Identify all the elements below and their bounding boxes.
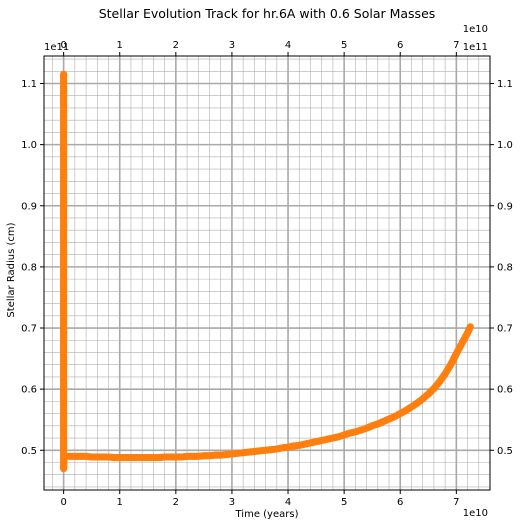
x-tick-label-top: 2 xyxy=(173,40,179,51)
x-tick-label-bottom: 5 xyxy=(341,497,347,508)
y-offset-label-right: 1e11 xyxy=(463,42,488,53)
y-tick-label-left: 0.6 xyxy=(21,385,37,396)
y-tick-label-left: 0.7 xyxy=(21,324,37,335)
x-tick-label-top: 5 xyxy=(341,40,347,51)
axis-ticks: 0 0 1 1 2 2 3 3 4 4 5 5 6 6 7 7 0.5 0.5 0.6 0.6 0.7 0.7 0.8 0.8… xyxy=(21,40,513,508)
x-tick-label-bottom: 6 xyxy=(397,497,403,508)
x-tick-label-bottom: 2 xyxy=(173,497,179,508)
chart-title: Stellar Evolution Track for hr.6A with 0… xyxy=(99,6,436,21)
x-tick-label-top: 6 xyxy=(397,40,403,51)
x-tick-label-bottom: 3 xyxy=(229,497,235,508)
x-offset-label-top: 1e10 xyxy=(463,24,488,35)
y-offset-label-left: 1e11 xyxy=(44,42,69,53)
y-tick-label-right: 0.8 xyxy=(497,262,513,273)
data-point xyxy=(466,323,474,331)
y-tick-label-left: 0.8 xyxy=(21,262,37,273)
y-tick-label-right: 0.6 xyxy=(497,385,513,396)
x-tick-label-bottom: 4 xyxy=(285,497,291,508)
x-axis-label: Time (years) xyxy=(235,509,299,520)
x-tick-label-top: 0 xyxy=(60,40,66,51)
x-tick-label-top: 3 xyxy=(229,40,235,51)
x-tick-label-bottom: 7 xyxy=(453,497,459,508)
y-tick-label-right: 0.9 xyxy=(497,201,513,212)
y-tick-label-left: 1.1 xyxy=(21,79,37,90)
x-tick-label-top: 4 xyxy=(285,40,291,51)
y-tick-label-left: 1.0 xyxy=(21,140,37,151)
y-axis-label: Stellar Radius (cm) xyxy=(6,222,17,317)
y-tick-label-right: 0.7 xyxy=(497,324,513,335)
data-series xyxy=(60,70,474,473)
y-tick-label-left: 0.5 xyxy=(21,446,37,457)
x-tick-label-bottom: 1 xyxy=(117,497,123,508)
x-tick-label-bottom: 0 xyxy=(60,497,66,508)
y-tick-label-left: 0.9 xyxy=(21,201,37,212)
y-tick-label-right: 1.0 xyxy=(497,140,513,151)
plot-frame xyxy=(43,55,491,491)
y-tick-label-right: 1.1 xyxy=(497,79,513,90)
x-offset-label-bottom: 1e10 xyxy=(463,508,488,519)
x-tick-label-top: 7 xyxy=(453,40,459,51)
x-tick-label-top: 1 xyxy=(117,40,123,51)
y-tick-label-right: 0.5 xyxy=(497,446,513,457)
